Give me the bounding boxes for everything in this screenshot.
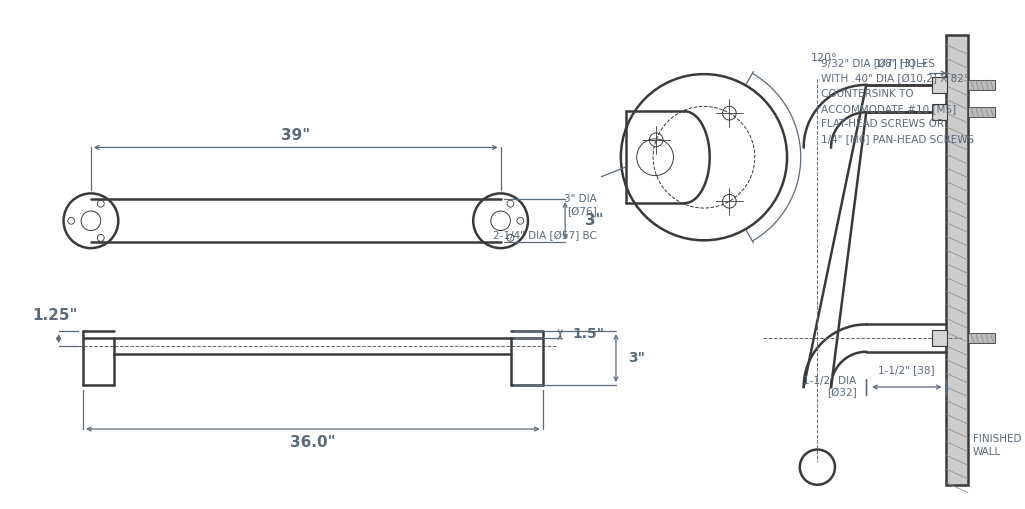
Bar xyxy=(932,104,947,120)
Text: 9/32" DIA [Ø7] HOLES
WITH .40" DIA [Ø10,2] X 82°
COUNTERSINK TO
ACCOMMODATE #10 : 9/32" DIA [Ø7] HOLES WITH .40" DIA [Ø10,… xyxy=(821,60,975,144)
Bar xyxy=(932,77,947,93)
Bar xyxy=(968,80,995,90)
Text: 2-1/4" DIA [Ø57] BC: 2-1/4" DIA [Ø57] BC xyxy=(493,231,597,241)
Text: 1/8" [3] →: 1/8" [3] → xyxy=(875,58,927,68)
Bar xyxy=(968,107,995,117)
Text: 36.0": 36.0" xyxy=(290,435,335,450)
Text: 3": 3" xyxy=(584,213,604,228)
Text: FINISHED
WALL: FINISHED WALL xyxy=(973,435,1021,457)
Text: 1.5": 1.5" xyxy=(572,327,604,341)
Text: 3": 3" xyxy=(627,351,645,364)
Text: 120°: 120° xyxy=(811,52,837,63)
Text: 1-1/2" DIA
[Ø32]: 1-1/2" DIA [Ø32] xyxy=(804,376,857,398)
Bar xyxy=(968,333,995,343)
Bar xyxy=(946,35,968,485)
Text: 39": 39" xyxy=(281,128,311,143)
Text: 1.25": 1.25" xyxy=(32,308,78,323)
Text: 3" DIA
[Ø76]: 3" DIA [Ø76] xyxy=(564,194,597,217)
Text: 1-1/2" [38]: 1-1/2" [38] xyxy=(878,365,935,375)
Bar xyxy=(932,330,947,346)
